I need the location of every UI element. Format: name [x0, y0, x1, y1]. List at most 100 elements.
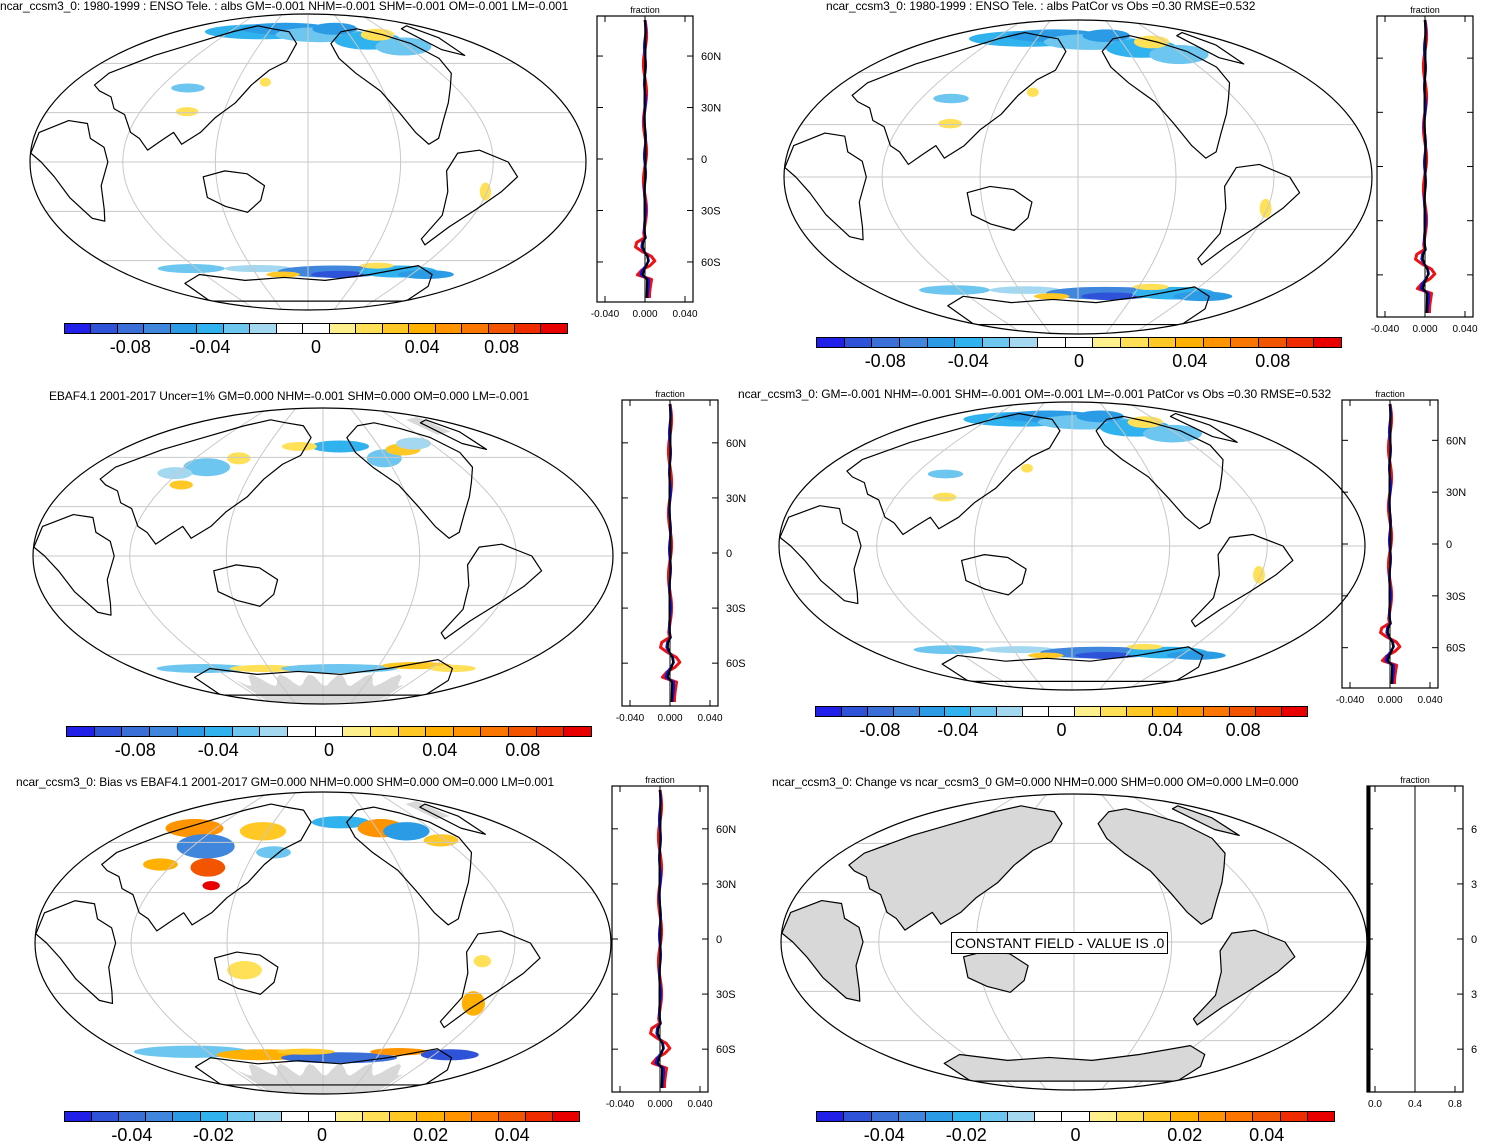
- colorbar-cell: [541, 324, 567, 333]
- profile-title: fraction: [1410, 5, 1440, 15]
- colorbar-cell: [1100, 707, 1127, 716]
- colorbar-cell: [872, 338, 900, 347]
- colorbar-cell: [1204, 707, 1231, 716]
- profile-title: fraction: [655, 389, 685, 399]
- colorbar-cell: [1286, 338, 1315, 347]
- colorbar-cell: [453, 727, 482, 736]
- colorbar-cell: [1144, 1112, 1172, 1121]
- colorbar-cell: [1120, 338, 1149, 347]
- colorbar-cell: [1314, 338, 1341, 347]
- colorbar-label: 0.04: [1249, 1125, 1285, 1145]
- profile-x-tick-label: 0.0: [1368, 1099, 1382, 1110]
- profile-lat-label: 3: [1471, 879, 1477, 891]
- colorbar-cell: [564, 727, 591, 736]
- colorbar-cell: [552, 1112, 580, 1121]
- profile-lat-label: 60N: [716, 824, 736, 836]
- colorbar-cell: [1230, 707, 1257, 716]
- profile-x-tick-label: 0.000: [657, 713, 682, 724]
- colorbar-label: -0.04: [937, 720, 979, 740]
- colorbar-cell: [117, 324, 145, 333]
- colorbar-cell: [481, 727, 509, 736]
- colorbar-cell: [149, 727, 178, 736]
- colorbar-cell: [205, 727, 233, 736]
- colorbar-label: 0.04: [404, 337, 440, 357]
- colorbar-label: 0: [323, 740, 335, 760]
- zonal-profile: fraction -0.040 0.000 0.040 60N 30N 0 30S 60S: [606, 775, 736, 1110]
- profile-lat-label: 60S: [1446, 643, 1466, 655]
- colorbar-cell: [536, 727, 565, 736]
- profile-x-tick-label: 0.000: [632, 309, 657, 320]
- colorbar-cell: [1280, 1112, 1308, 1121]
- profile-title: fraction: [645, 775, 675, 785]
- profile-x-tick-label: 0.000: [647, 1099, 672, 1110]
- profile-lat-label: 30N: [1446, 487, 1466, 499]
- profile-lat-label: 6: [1471, 824, 1477, 836]
- colorbar-cell: [1198, 1112, 1226, 1121]
- profile-title: fraction: [1375, 389, 1405, 399]
- colorbar-cell: [67, 727, 95, 736]
- profile-x-tick-label: -0.040: [1371, 324, 1400, 335]
- profile-x-tick-label: 0.040: [687, 1099, 712, 1110]
- profile-lat-label: 60S: [701, 257, 721, 269]
- zonal-profile: fraction -0.040 0.000 0.040: [1371, 5, 1478, 335]
- colorbar-cell: [281, 1112, 309, 1121]
- colorbar-cell: [1093, 338, 1121, 347]
- colorbar-cells: [64, 1111, 580, 1122]
- colorbar-label: -0.08: [114, 740, 156, 760]
- colorbar-cell: [409, 324, 436, 333]
- colorbar-cell: [898, 1112, 927, 1121]
- colorbar-label: -0.04: [197, 740, 239, 760]
- colorbar-label: 0.04: [1147, 720, 1183, 740]
- colorbar-label: 0: [1056, 720, 1067, 740]
- colorbar-cell: [356, 324, 383, 333]
- colorbar-cell: [1307, 1112, 1335, 1121]
- colorbar-cell: [817, 338, 845, 347]
- colorbar-cell: [980, 1112, 1008, 1121]
- profile-lat-label: 3: [1471, 989, 1477, 1001]
- colorbar-label: -0.04: [863, 1125, 905, 1145]
- profile-lat-label: 60S: [716, 1044, 736, 1056]
- colorbar-cell: [232, 727, 261, 736]
- colorbar-cell: [390, 1112, 418, 1121]
- colorbar-cell: [462, 324, 489, 333]
- panel-title: EBAF4.1 2001-2017 Uncer=1% GM=0.000 NHM=…: [49, 389, 530, 403]
- colorbar-label: -0.04: [111, 1125, 153, 1145]
- colorbar-label: -0.02: [945, 1125, 987, 1145]
- colorbar-cell: [1007, 1112, 1036, 1121]
- colorbar-cell: [444, 1112, 472, 1121]
- colorbar-cell: [303, 324, 330, 333]
- world-map: [29, 13, 587, 311]
- colorbar-cell: [197, 324, 224, 333]
- profile-lat-label: 60N: [726, 438, 746, 450]
- colorbar-cell: [1116, 1112, 1145, 1121]
- colorbar-cell: [336, 1112, 364, 1121]
- colorbar-cell: [119, 1112, 147, 1121]
- colorbar-cell: [1038, 338, 1066, 347]
- colorbar-cell: [370, 727, 399, 736]
- colorbar-cell: [200, 1112, 228, 1121]
- colorbar-label: 0: [316, 1125, 328, 1145]
- colorbar-label: 0.04: [422, 740, 458, 760]
- colorbar-cell: [94, 727, 123, 736]
- colorbar-label: 0.04: [1172, 351, 1208, 371]
- colorbar-cell: [65, 1112, 93, 1121]
- colorbar-cell: [170, 324, 198, 333]
- colorbar-cells: [816, 1111, 1335, 1122]
- zonal-profile: fraction -0.040 0.000 0.040 60N 30N 0 30S 60S: [1336, 389, 1466, 706]
- colorbar-cell: [92, 1112, 120, 1121]
- colorbar-cell: [1023, 707, 1050, 716]
- colorbar-label: -0.08: [109, 337, 151, 357]
- profile-title: fraction: [1400, 775, 1430, 785]
- panel-title: ncar_ccsm3_0: Bias vs EBAF4.1 2001-2017 …: [16, 775, 555, 789]
- colorbar-label: -0.04: [189, 337, 231, 357]
- colorbar-cell: [893, 707, 920, 716]
- profile-lat-label: 6: [1471, 1044, 1477, 1056]
- colorbar-cell: [1253, 1112, 1281, 1121]
- colorbar-label: 0.08: [1255, 351, 1291, 371]
- zonal-profile: fraction -0.040 0.000 0.040 60N 30N 0 30S 60S: [616, 389, 746, 724]
- colorbar-cell: [871, 1112, 899, 1121]
- colorbar-cell: [1010, 338, 1038, 347]
- colorbar-label: 0.08: [484, 337, 520, 357]
- profile-lat-label: 0: [1471, 934, 1477, 946]
- zonal-profile: fraction -0.040 0.000 0.040 60N 30N 0 30S 60S: [591, 5, 721, 320]
